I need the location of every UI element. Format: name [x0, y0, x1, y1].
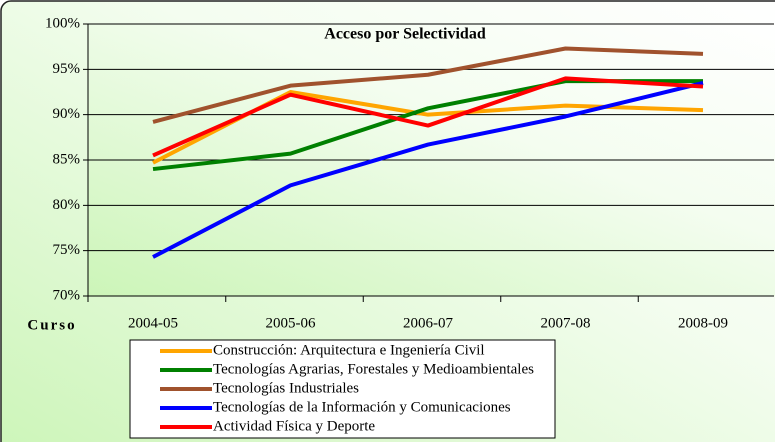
x-tick-label: 2005-06: [266, 315, 316, 331]
x-tick-label: 2006-07: [403, 315, 453, 331]
y-tick-label: 95%: [53, 61, 81, 77]
x-tick-label: 2004-05: [128, 315, 178, 331]
y-tick-label: 85%: [53, 151, 81, 167]
legend-label: Tecnologías Industriales: [213, 380, 359, 396]
legend-label: Tecnologías de la Información y Comunica…: [213, 399, 511, 415]
y-tick-label: 80%: [53, 197, 81, 213]
y-tick-label: 100%: [45, 15, 80, 31]
series-line: [152, 80, 704, 259]
x-tick-label: 2007-08: [541, 315, 591, 331]
y-tick-label: 90%: [53, 106, 81, 122]
chart-title: Acceso por Selectividad: [324, 26, 486, 43]
series-line: [152, 46, 704, 124]
series-line: [152, 76, 704, 158]
y-tick-label: 75%: [53, 242, 81, 258]
legend-label: Tecnologías Agrarias, Forestales y Medio…: [213, 361, 534, 377]
x-tick-label: 2008-09: [678, 315, 728, 331]
x-axis-label: Curso: [27, 317, 76, 333]
legend-label: Construcción: Arquitectura e Ingeniería …: [213, 342, 485, 358]
legend-label: Actividad Física y Deporte: [213, 418, 375, 434]
y-tick-label: 70%: [53, 287, 81, 303]
